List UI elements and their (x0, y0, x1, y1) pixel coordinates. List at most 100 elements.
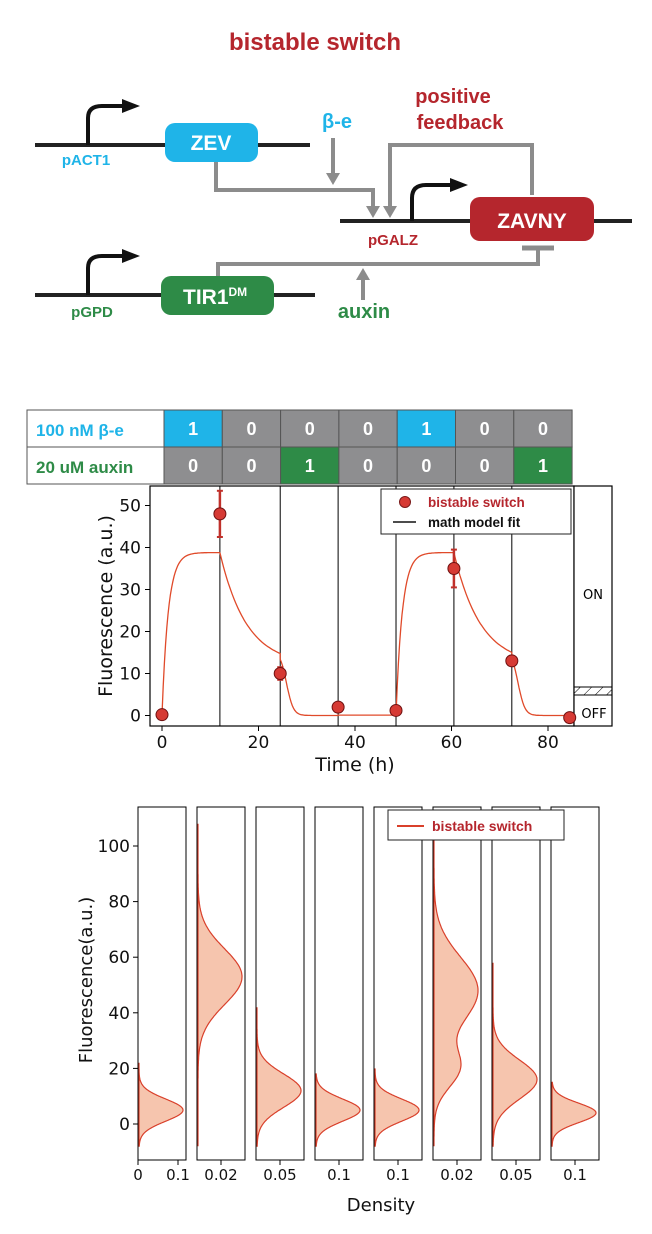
y-tick-label: 30 (119, 581, 141, 601)
density-area (551, 1081, 597, 1147)
plot2-ylabel: Fluorescence(a.u.) (76, 897, 97, 1064)
promoter-arrowhead-pgpd (122, 249, 140, 263)
condition-cell-value: 1 (305, 456, 315, 476)
condition-cell (338, 446, 398, 485)
plot2-yticks: 0 20 40 60 80 100 (98, 837, 138, 1135)
gene-box-zev (165, 123, 258, 162)
density-x-tick-label: 0.1 (563, 1166, 587, 1184)
density-area (197, 823, 243, 1147)
density-area (315, 1073, 361, 1147)
y-tick-label: 20 (119, 623, 141, 643)
promoter-label-pgalz: pGALZ (368, 232, 418, 249)
condition-cell-value: 1 (188, 419, 198, 439)
density-x-tick-label: 0.05 (499, 1166, 532, 1184)
data-point (563, 711, 577, 725)
legend-label-model: math model fit (428, 515, 521, 530)
density-y-tick-label: 0 (119, 1115, 130, 1135)
state-label-on: ON (583, 588, 603, 603)
density-panel: 0.1 (373, 806, 423, 1184)
zev-activation-line (214, 160, 375, 208)
plot2-legend-label: bistable switch (432, 818, 532, 834)
density-x-tick-label: 0.05 (263, 1166, 296, 1184)
condition-cell (455, 446, 515, 485)
condition-label-cell-auxin (26, 446, 165, 485)
density-panel-frame (137, 806, 187, 1161)
density-y-tick-label: 20 (108, 1059, 130, 1079)
x-tick-label: 60 (441, 733, 463, 753)
plot1-legend-box (380, 488, 572, 535)
density-panel: 0.05 (255, 806, 305, 1184)
inducer-beta-label: β-e (322, 111, 352, 133)
condition-cell-value: 0 (246, 456, 256, 476)
promoter-arrow-pgalz (410, 183, 452, 221)
diagram-title: bistable switch (229, 29, 401, 56)
density-area (374, 1068, 420, 1147)
data-point (155, 708, 169, 722)
y-tick-label: 40 (119, 539, 141, 559)
model-fit-line (161, 551, 570, 717)
condition-cell-value: 0 (538, 419, 548, 439)
density-x-tick-label: 0.1 (327, 1166, 351, 1184)
density-plots: 0 0.1 0.02 0.05 0.1 0.1 0.02 0.05 0.1 0204060801… (76, 806, 600, 1216)
condition-cell (163, 446, 223, 485)
legend-marker-icon (399, 496, 411, 508)
data-point (447, 562, 461, 575)
tir1-degradation-line (216, 250, 540, 282)
condition-cell-value: 0 (363, 456, 373, 476)
condition-cell (280, 409, 340, 448)
model-fit-path (161, 551, 570, 717)
positive-feedback-line (388, 143, 534, 208)
state-label-off: OFF (581, 707, 606, 722)
condition-cell-value: 0 (363, 419, 373, 439)
density-y-tick-label: 80 (108, 893, 130, 913)
condition-label-beta: 100 nM β-e (36, 421, 124, 440)
condition-cell-value: 1 (538, 456, 548, 476)
zev-activation-arrowhead (366, 206, 380, 218)
x-tick-label: 40 (344, 733, 366, 753)
gene-label-tir1: TIR1DM (183, 285, 247, 309)
density-x-tick-label: 0 (133, 1166, 143, 1184)
condition-cell (513, 409, 573, 448)
promoter-arrowhead-pgalz (450, 178, 468, 192)
gene-box-tir1 (161, 276, 274, 315)
plot1-legend: bistable switch math model fit (380, 488, 572, 535)
promoter-arrow-pact1 (86, 104, 128, 145)
density-y-tick-label: 40 (108, 1004, 130, 1024)
legend-label-bistable: bistable switch (428, 495, 525, 510)
data-point (213, 507, 227, 521)
condition-cell (396, 446, 457, 485)
plot2-legend: bistable switch (387, 809, 565, 841)
plot2-xlabel: Density (347, 1195, 416, 1216)
gene-box-zavny (470, 197, 594, 241)
data-point (273, 667, 287, 680)
y-tick-label: 50 (119, 497, 141, 517)
promoter-arrowhead-pact1 (122, 99, 140, 113)
condition-cell-value: 0 (188, 456, 198, 476)
y-tick-label: 0 (130, 707, 141, 727)
density-panel: 0.1 (550, 806, 600, 1184)
plot1-ylabel: Fluorescence (a.u.) (95, 515, 117, 697)
density-x-tick-label: 0.1 (386, 1166, 410, 1184)
inducer-auxin-label: auxin (338, 301, 390, 323)
auxin-input-arrowhead (356, 268, 370, 280)
x-tick-label: 0 (157, 733, 168, 753)
density-panels: 0 0.1 0.02 0.05 0.1 0.1 0.02 0.05 0.1 (133, 806, 600, 1184)
circuit-diagram: bistable switch ZEV TIR1DM ZAVNY pACT1 p (35, 29, 632, 323)
density-x-tick-label: 0.02 (204, 1166, 237, 1184)
condition-cell-value: 0 (480, 456, 490, 476)
gene-label-zev: ZEV (191, 132, 232, 155)
condition-cell (396, 409, 457, 448)
density-area (433, 832, 479, 1147)
density-y-tick-label: 100 (98, 837, 130, 857)
density-x-tick-label: 0.1 (166, 1166, 190, 1184)
density-x-tick-label: 0.02 (440, 1166, 473, 1184)
density-area (492, 962, 538, 1147)
condition-cell (221, 446, 282, 485)
gene-label-zavny: ZAVNY (497, 210, 567, 233)
density-panel: 0.02 (432, 806, 482, 1184)
feedback-label-line1: positive (415, 86, 491, 108)
promoter-arrow-pgpd (86, 254, 128, 295)
condition-cell-value: 1 (421, 419, 431, 439)
data-point (389, 703, 403, 717)
